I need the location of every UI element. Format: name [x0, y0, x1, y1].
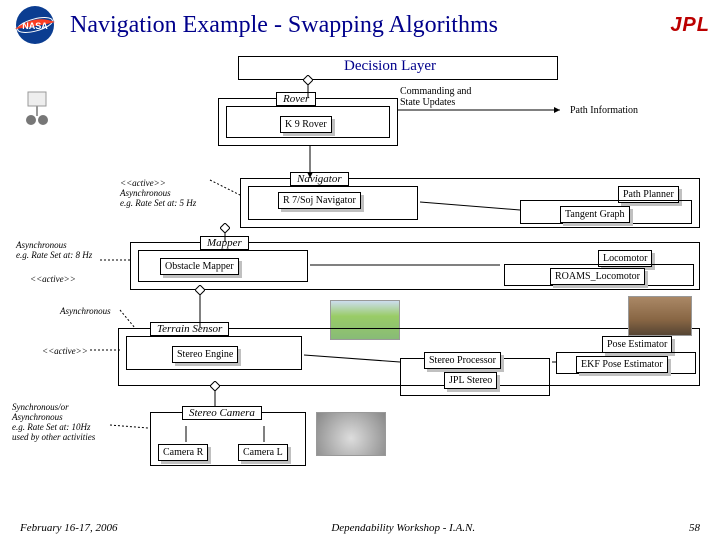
camera-label: Stereo Camera — [182, 406, 262, 420]
rover-label: Rover — [276, 92, 316, 106]
mapper-annot-active: <<active>> — [30, 274, 76, 284]
mapper-inner: Obstacle Mapper — [160, 258, 239, 275]
terrain-proc2: JPL Stereo — [444, 372, 497, 389]
nav-right2: Tangent Graph — [560, 206, 630, 223]
footer-page: 58 — [689, 522, 700, 534]
mapper-label: Mapper — [200, 236, 249, 250]
terrain-proc: Stereo Processor — [424, 352, 501, 369]
terrain-annot1: Asynchronous — [60, 306, 111, 316]
terrain-thumb2 — [316, 412, 386, 456]
nav-label: Navigator — [290, 172, 349, 186]
rover-icon — [22, 88, 52, 130]
camera-right: Camera L — [238, 444, 288, 461]
camera-left: Camera R — [158, 444, 208, 461]
rover-right-note: Path Information — [570, 105, 638, 116]
svg-text:NASA: NASA — [22, 21, 48, 31]
nav-annot: <<active>> Asynchronous e.g. Rate Set at… — [120, 178, 196, 208]
mapper-annot-left: Asynchronous e.g. Rate Set at: 8 Hz — [16, 240, 92, 260]
mapper-right2: ROAMS_Locomotor — [550, 268, 645, 285]
footer: February 16-17, 2006 Dependability Works… — [0, 522, 720, 534]
page-title: Navigation Example - Swapping Algorithms — [70, 12, 670, 39]
terrain-annot2: <<active>> — [42, 346, 88, 356]
footer-date: February 16-17, 2006 — [20, 522, 117, 534]
camera-annot: Synchronous/or Asynchronous e.g. Rate Se… — [12, 402, 95, 442]
nav-inner: R 7/Soj Navigator — [278, 192, 361, 209]
terrain-label: Terrain Sensor — [150, 322, 229, 336]
terrain-right1: Pose Estimator — [602, 336, 672, 353]
rover-note: Commanding and State Updates — [400, 86, 471, 108]
terrain-right2: EKF Pose Estimator — [576, 356, 668, 373]
jpl-logo: JPL — [670, 14, 710, 37]
terrain-thumb1 — [628, 296, 692, 336]
decision-layer-title: Decision Layer — [340, 58, 440, 75]
nasa-logo: NASA — [10, 4, 60, 46]
footer-center: Dependability Workshop - I.A.N. — [331, 522, 475, 534]
rover-inner: K 9 Rover — [280, 116, 332, 133]
terrain-inner: Stereo Engine — [172, 346, 238, 363]
